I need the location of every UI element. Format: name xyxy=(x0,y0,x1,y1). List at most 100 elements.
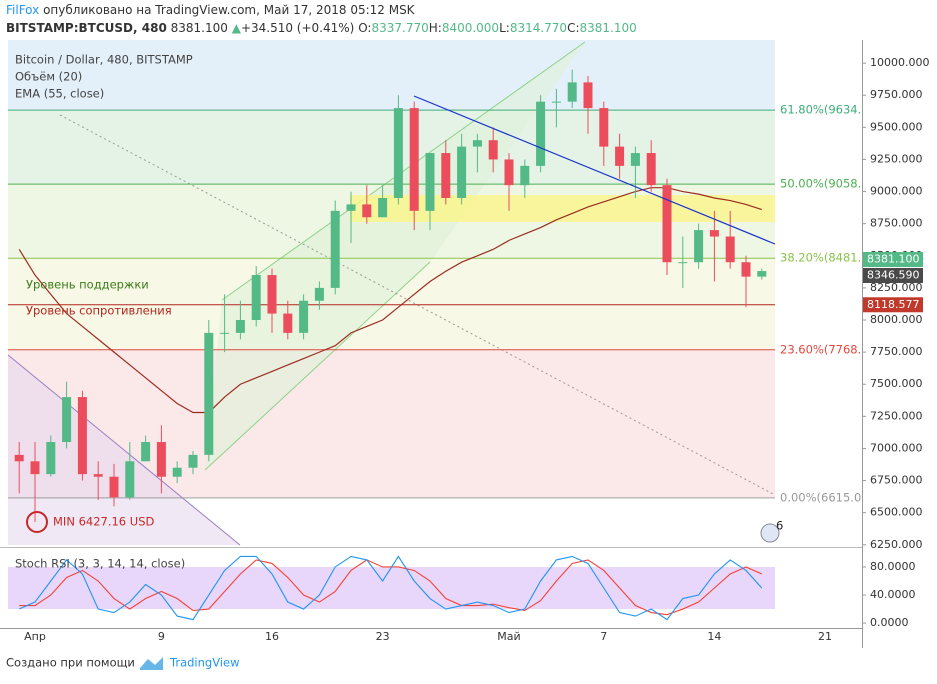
candle-body xyxy=(425,153,435,211)
candle-body xyxy=(599,108,609,147)
candle-body xyxy=(62,397,72,443)
footer-logo[interactable]: TradingView xyxy=(169,656,239,670)
fib-label: 23.60%(7768. xyxy=(780,342,861,356)
y-tick-label: 7000.000 xyxy=(870,441,923,454)
price-marker xyxy=(863,297,923,313)
candle-body xyxy=(630,153,640,166)
y-tick-label: 7750.000 xyxy=(870,345,923,358)
stoch-plot xyxy=(18,555,763,621)
x-tick-label: 23 xyxy=(376,630,390,643)
price-marker xyxy=(863,251,923,267)
candle-body xyxy=(156,442,166,477)
price-marker xyxy=(863,267,923,283)
plot xyxy=(14,69,767,523)
candle-body xyxy=(709,230,719,237)
candle-body xyxy=(694,230,704,263)
event-icon[interactable] xyxy=(760,523,780,543)
candle-body xyxy=(299,300,309,333)
y-tick-label: 8250.000 xyxy=(870,281,923,294)
stoch-line xyxy=(19,559,763,616)
fib-zone xyxy=(8,110,775,185)
ohlc-label: C: xyxy=(567,21,580,35)
candle-body xyxy=(741,262,751,277)
candle-body xyxy=(378,197,388,218)
candle-body xyxy=(441,153,451,198)
price-marker-label: 8381.100 xyxy=(867,252,920,265)
ohlc-label: H: xyxy=(428,21,442,35)
candle-body xyxy=(77,397,87,475)
y-tick-label: 6750.000 xyxy=(870,474,923,487)
symbol-line: BITSTAMP:BTCUSD, 480 8381.100 ▲+34.510 (… xyxy=(6,21,637,35)
x-tick-label: 16 xyxy=(265,630,279,643)
up-arrow: ▲ xyxy=(231,21,241,35)
chart: 61.80%(9634. 50.00%(9058. 38.20%(8481. 23.6… xyxy=(0,40,930,670)
price-marker-label: 8346.590 xyxy=(867,268,920,281)
candle-body xyxy=(204,332,214,455)
ohlc-value: 8314.770 xyxy=(509,21,568,35)
change: +34.510 (+0.41%) xyxy=(240,21,355,35)
y-tick-label: 80.0000 xyxy=(870,560,916,573)
candle-body xyxy=(125,461,135,498)
candle-body xyxy=(30,461,40,475)
candle-body xyxy=(536,101,546,166)
candle-body xyxy=(330,210,340,288)
candle-body xyxy=(251,275,261,321)
candle-body xyxy=(362,204,372,218)
candle-body xyxy=(520,165,530,186)
candle-body xyxy=(220,332,230,334)
resistance-label: Уровень сопротивления xyxy=(26,304,172,318)
candle-body xyxy=(314,287,324,301)
y-tick-label: 7500.000 xyxy=(870,377,923,390)
symbol: BITSTAMP:BTCUSD, 480 xyxy=(6,21,167,35)
x-tick-label: 7 xyxy=(600,630,607,643)
min-marker xyxy=(26,511,48,533)
brand[interactable]: FilFox xyxy=(6,3,40,17)
y-tick-label: 6250.000 xyxy=(870,538,923,551)
y-tick-label: 9250.000 xyxy=(870,152,923,165)
chart-title: Bitcoin / Dollar, 480, BITSTAMP xyxy=(15,53,193,67)
x-tick-label: Апр xyxy=(24,630,46,643)
y-tick-label: 10000.000 xyxy=(870,56,930,69)
ohlc-label: O: xyxy=(358,21,372,35)
fib-label: 0.00%(6615.0 xyxy=(780,490,861,504)
x-tick-label: Май xyxy=(497,630,520,643)
price-marker-label: 8118.577 xyxy=(867,298,920,311)
candle-body xyxy=(267,275,277,314)
fib-label: 50.00%(9058. xyxy=(780,177,861,191)
candle-body xyxy=(583,82,593,109)
indicator-label: Объём (20) xyxy=(15,70,82,84)
stoch-title: Stoch RSI (3, 3, 14, 14, close) xyxy=(15,557,185,571)
candle-body xyxy=(662,185,672,263)
candle-body xyxy=(757,271,767,277)
ohlc-value: 8381.100 xyxy=(579,21,637,35)
candle-body xyxy=(46,442,56,475)
y-tick-label: 9000.000 xyxy=(870,185,923,198)
fib-label: 61.80%(9634. xyxy=(780,103,861,117)
publish-line: FilFox опубликовано на TradingView.com, … xyxy=(6,3,415,17)
candle-body xyxy=(141,442,151,462)
footer-text: Создано при помощи xyxy=(6,656,135,670)
stoch-line xyxy=(18,555,763,621)
stoch-band xyxy=(8,567,775,609)
last-price: 8381.100 xyxy=(170,21,228,35)
y-tick-label: 8750.000 xyxy=(870,217,923,230)
axes: 6250.000 6500.000 6750.000 7000.000 7250.000… xyxy=(24,56,929,643)
down-channel-line xyxy=(7,354,241,546)
legend-entry: EMA (55, close) xyxy=(15,87,104,101)
ohlc: O:8337.770H:8400.000L:8314.770C:8381.100 xyxy=(358,21,637,35)
fib-label: 38.20%(8481. xyxy=(780,251,861,265)
candle-body xyxy=(567,82,577,102)
y-tick-label: 6500.000 xyxy=(870,506,923,519)
candle-body xyxy=(109,476,119,498)
candle-body xyxy=(172,467,182,477)
y-tick-label: 9750.000 xyxy=(870,88,923,101)
fib-lines: 61.80%(9634. 50.00%(9058. 38.20%(8481. 23.6… xyxy=(8,103,861,504)
y-tick-label: 40.0000 xyxy=(870,588,916,601)
candle-body xyxy=(457,146,467,198)
channel-line xyxy=(204,261,431,471)
logo-icon[interactable] xyxy=(140,657,163,670)
y-tick-label: 0.0000 xyxy=(870,616,909,629)
candle-body xyxy=(235,320,245,333)
ohlc-label: L: xyxy=(499,21,510,35)
